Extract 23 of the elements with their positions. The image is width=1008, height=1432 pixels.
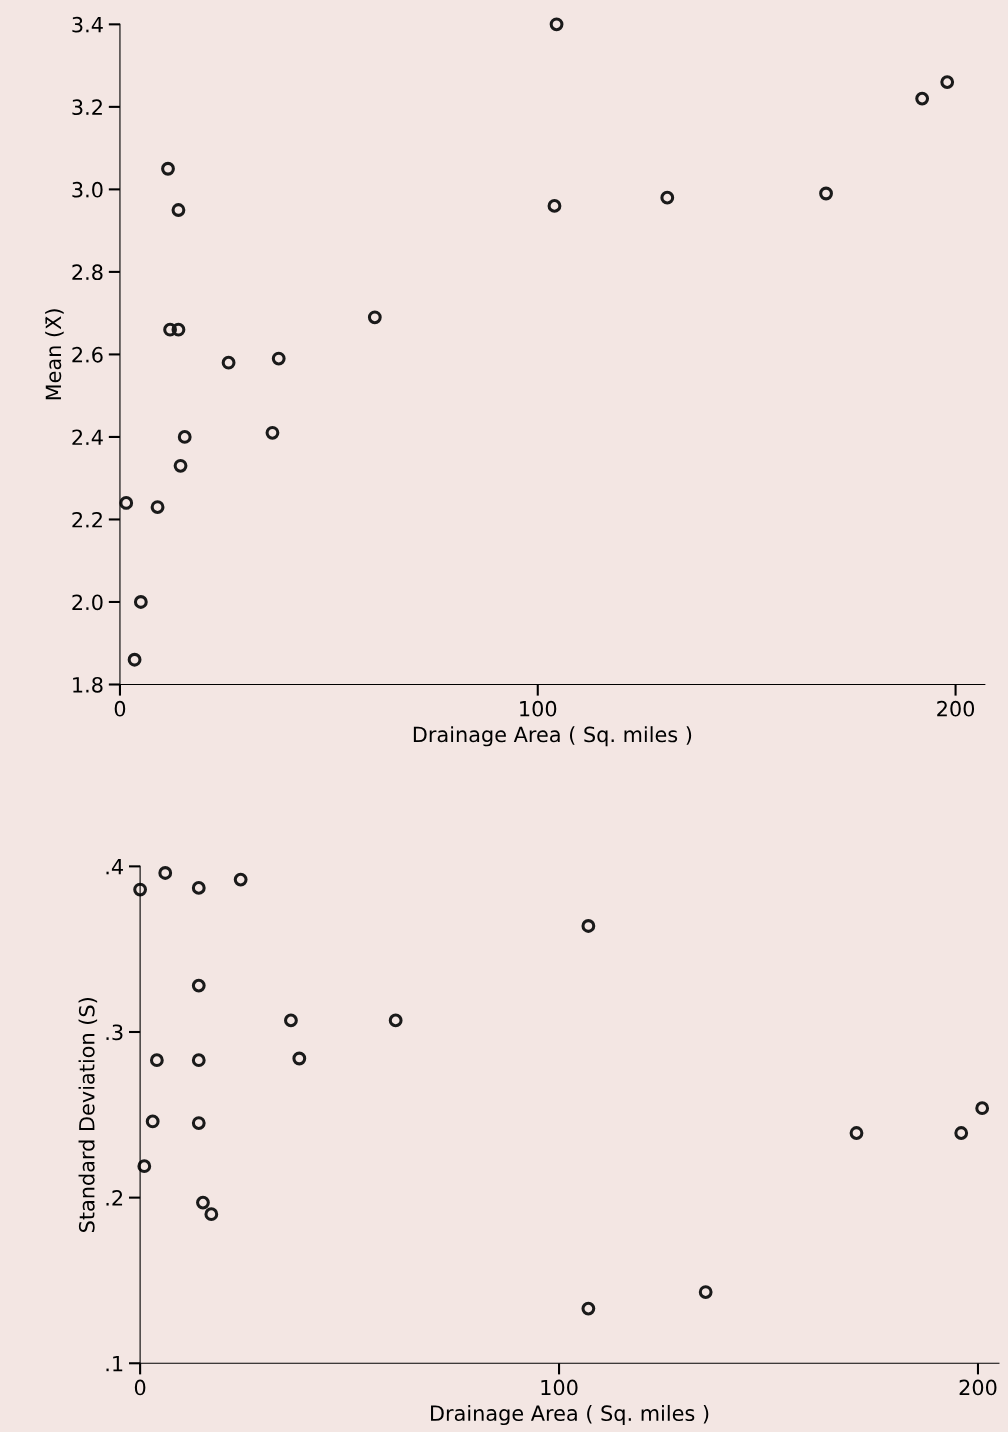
x-tick-label: 0 <box>134 1379 146 1396</box>
y-tick-label: .4 <box>106 859 123 875</box>
y-axis-title: Standard Deviation (S) <box>78 998 98 1233</box>
x-axis-title: Drainage Area ( Sq. miles ) <box>431 1404 709 1426</box>
y-tick-label: .3 <box>106 1024 123 1041</box>
x-tick-label: 200 <box>959 1379 997 1396</box>
y-tick-label: .2 <box>106 1190 123 1206</box>
y-tick-label: 1.8 <box>73 676 103 693</box>
y-tick-label: 2.4 <box>72 429 103 445</box>
y-axis-title: Mean (X̄) <box>45 309 64 400</box>
y-tick-label: 3.4 <box>72 16 103 33</box>
y-tick-label: 2.0 <box>72 594 103 611</box>
y-tick-label: 2.6 <box>72 346 103 363</box>
y-tick-label: .1 <box>106 1355 123 1372</box>
x-tick-label: 100 <box>520 700 557 717</box>
y-tick-label: 2.2 <box>72 511 102 528</box>
y-tick-label: 2.8 <box>72 264 103 281</box>
x-tick-label: 0 <box>114 700 126 717</box>
x-tick-label: 200 <box>937 700 975 717</box>
x-axis-title: Drainage Area ( Sq. miles ) <box>413 726 692 747</box>
x-tick-label: 100 <box>541 1379 578 1396</box>
y-tick-label: 3.0 <box>72 181 103 198</box>
y-tick-label: 3.2 <box>72 99 102 116</box>
